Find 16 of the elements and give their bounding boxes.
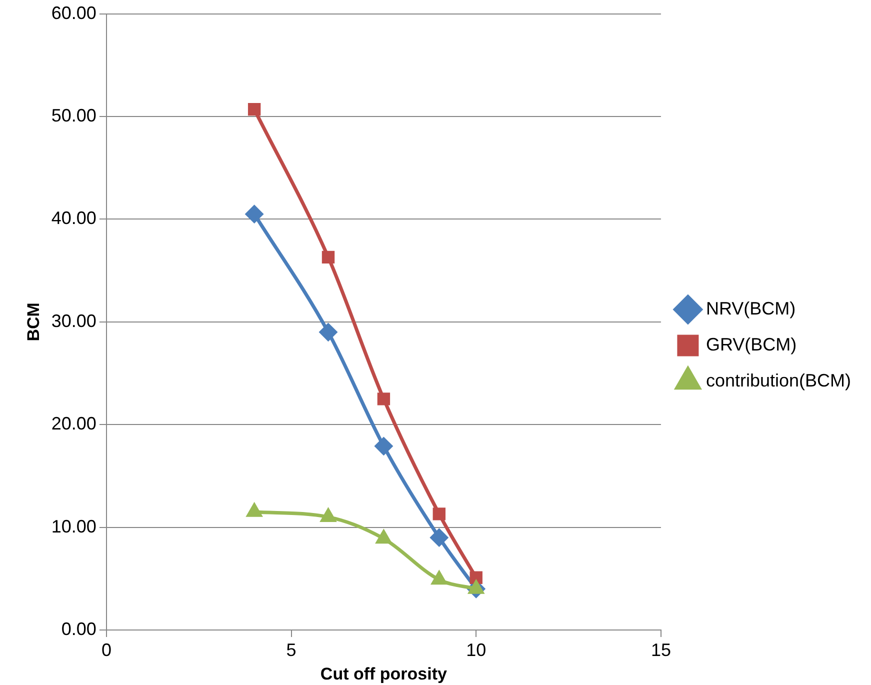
legend-label: NRV(BCM)	[706, 298, 796, 318]
y-tick-label: 60.00	[51, 2, 96, 23]
y-tick-label: 40.00	[51, 208, 96, 228]
x-tick-label: 10	[466, 640, 486, 660]
y-tick-label: 20.00	[51, 414, 96, 434]
y-tick-label: 0.00	[61, 618, 96, 639]
y-tick-label: 50.00	[51, 105, 96, 126]
y-tick-label: 30.00	[51, 310, 96, 331]
legend-label: GRV(BCM)	[706, 334, 797, 354]
x-tick-label: 0	[101, 640, 112, 660]
x-tick-label: 15	[650, 640, 671, 660]
y-tick-label: 10.00	[51, 516, 96, 536]
legend-label: contribution(BCM)	[706, 370, 851, 390]
y-axis-title: BCM	[24, 302, 43, 342]
x-axis-title: Cut off porosity	[320, 664, 448, 684]
x-tick-label: 5	[286, 640, 296, 660]
